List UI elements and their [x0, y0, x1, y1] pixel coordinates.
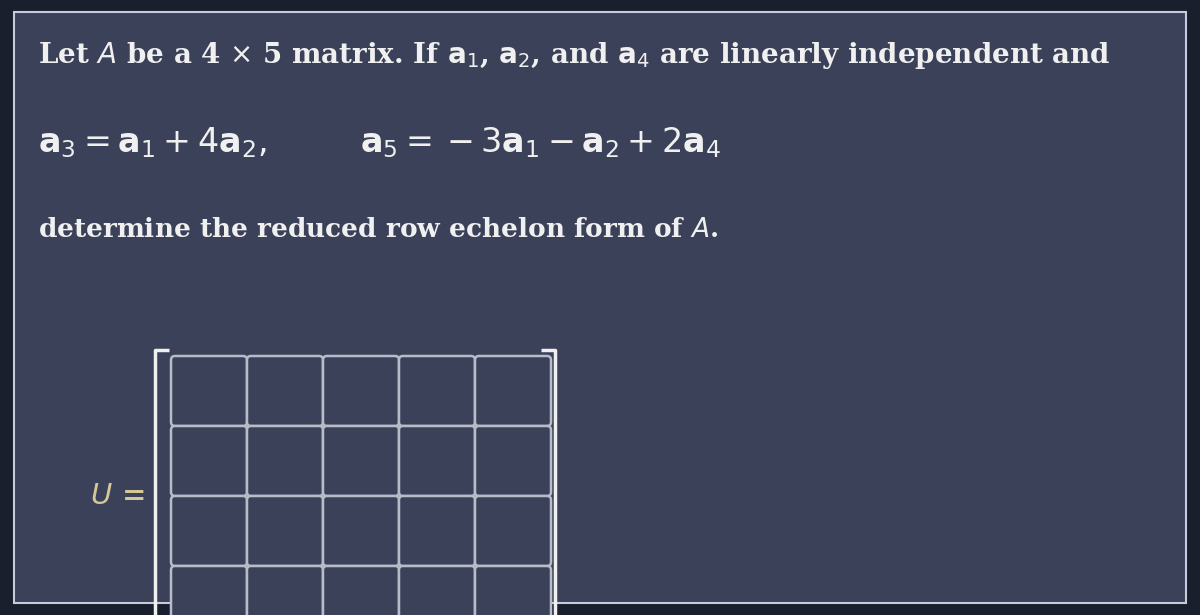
FancyBboxPatch shape	[14, 12, 1186, 603]
FancyBboxPatch shape	[172, 566, 247, 615]
FancyBboxPatch shape	[398, 496, 475, 566]
FancyBboxPatch shape	[398, 426, 475, 496]
Text: $\mathit{U}$ =: $\mathit{U}$ =	[90, 482, 145, 510]
FancyBboxPatch shape	[398, 356, 475, 426]
FancyBboxPatch shape	[475, 426, 551, 496]
FancyBboxPatch shape	[247, 426, 323, 496]
Text: determine the reduced row echelon form of $\mathit{A}$.: determine the reduced row echelon form o…	[38, 217, 719, 242]
FancyBboxPatch shape	[172, 426, 247, 496]
FancyBboxPatch shape	[247, 566, 323, 615]
FancyBboxPatch shape	[323, 356, 398, 426]
Text: Let $\mathit{A}$ be a 4 $\times$ 5 matrix. If $\mathbf{a}_1$, $\mathbf{a}_2$, an: Let $\mathit{A}$ be a 4 $\times$ 5 matri…	[38, 40, 1111, 71]
FancyBboxPatch shape	[398, 566, 475, 615]
FancyBboxPatch shape	[475, 496, 551, 566]
FancyBboxPatch shape	[323, 496, 398, 566]
Text: $\mathbf{a}_3 = \mathbf{a}_1 + 4\mathbf{a}_2,$: $\mathbf{a}_3 = \mathbf{a}_1 + 4\mathbf{…	[38, 125, 266, 160]
FancyBboxPatch shape	[247, 356, 323, 426]
FancyBboxPatch shape	[247, 496, 323, 566]
FancyBboxPatch shape	[323, 426, 398, 496]
FancyBboxPatch shape	[475, 356, 551, 426]
FancyBboxPatch shape	[172, 356, 247, 426]
FancyBboxPatch shape	[172, 496, 247, 566]
FancyBboxPatch shape	[323, 566, 398, 615]
Text: $\mathbf{a}_5 = -3\mathbf{a}_1 - \mathbf{a}_2 + 2\mathbf{a}_4$: $\mathbf{a}_5 = -3\mathbf{a}_1 - \mathbf…	[360, 125, 721, 160]
FancyBboxPatch shape	[475, 566, 551, 615]
